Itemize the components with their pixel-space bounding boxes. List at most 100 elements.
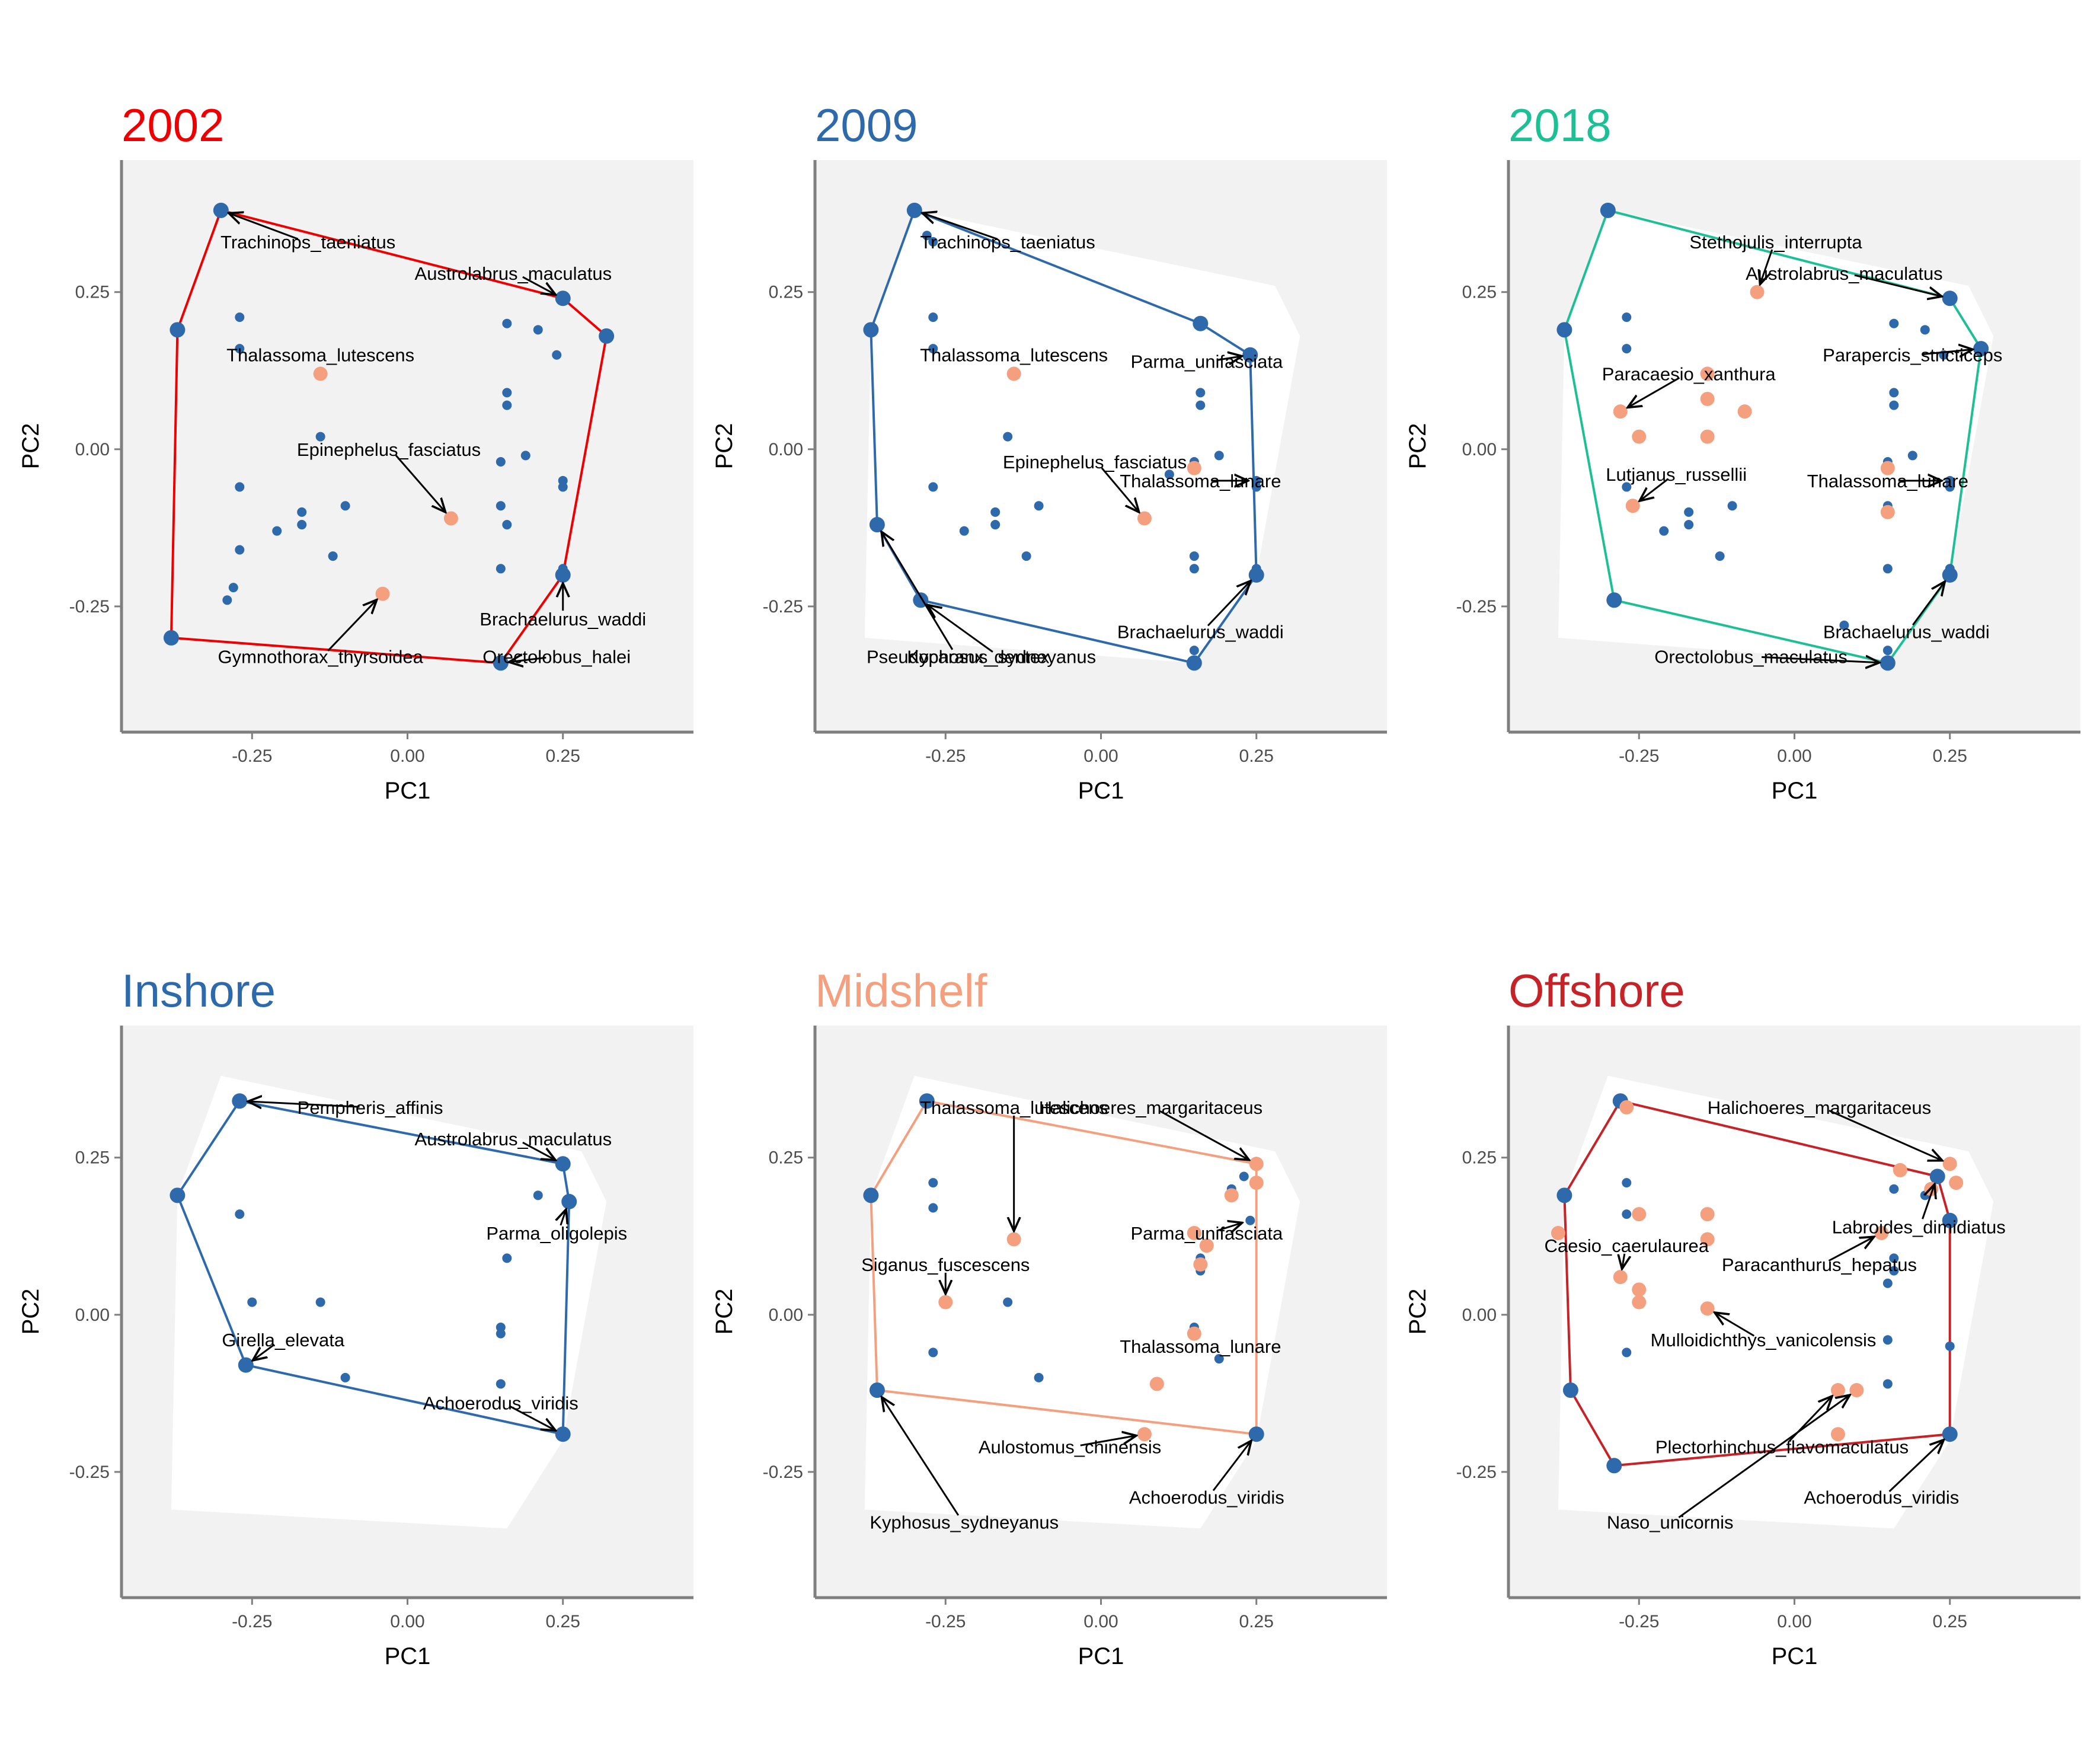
species-label-austrolabrus-maculatus: Austrolabrus_maculatus <box>1746 263 1943 284</box>
y-tick-label: 0.00 <box>75 1305 110 1325</box>
hull-vertex-point <box>863 1187 879 1203</box>
y-axis-label: PC2 <box>711 423 737 470</box>
annotation-arrow <box>561 1209 566 1226</box>
y-tick-label: 0.00 <box>769 1305 803 1325</box>
species-point <box>1164 470 1174 480</box>
species-label-paracanthurus-hepatus: Paracanthurus_hepatus <box>1722 1254 1917 1275</box>
species-label-thalassoma-lunare: Thalassoma_lunare <box>1120 471 1281 491</box>
species-point <box>1889 388 1899 398</box>
plot-background <box>122 160 693 732</box>
species-label-austrolabrus-maculatus: Austrolabrus_maculatus <box>415 263 612 284</box>
x-axis-label: PC1 <box>385 778 431 804</box>
species-point <box>1003 432 1013 442</box>
x-tick-label: 0.00 <box>1083 746 1118 766</box>
species-label-parma-unifasciata: Parma_unifasciata <box>1130 351 1283 372</box>
annotations: Trachinops_taeniatus Thalassoma_lutescens… <box>867 213 1284 668</box>
annotation-arrow <box>881 532 954 650</box>
x-tick-label: -0.25 <box>232 746 272 766</box>
highlight-species-point <box>1187 1326 1201 1341</box>
species-label-achoerodus-viridis: Achoerodus_viridis <box>1804 1487 1959 1508</box>
highlight-species-point <box>1737 404 1752 419</box>
species-point <box>1684 520 1694 530</box>
species-point <box>1245 1215 1255 1225</box>
overall-space-polygon <box>864 1075 1300 1529</box>
species-label-thalassoma-lutescens: Thalassoma_lutescens <box>226 345 414 366</box>
x-tick-label: 0.25 <box>1239 1612 1274 1631</box>
annotation-arrow <box>1217 356 1242 360</box>
species-point <box>928 344 938 354</box>
species-point <box>340 501 350 511</box>
species-point <box>928 1203 938 1213</box>
hull-vertex-point <box>232 1093 248 1109</box>
y-tick-label: -0.25 <box>69 1462 110 1482</box>
x-tick-label: 0.25 <box>1933 746 1967 766</box>
highlight-species-point <box>1224 1188 1239 1203</box>
species-point <box>1034 1372 1044 1382</box>
highlight-species-point <box>1137 511 1152 526</box>
species-point <box>558 482 568 492</box>
axes: -0.25 0.00 0.25 -0.25 0.00 0.25 PC1 PC2 <box>1405 160 2080 804</box>
annotation-arrow <box>1923 349 1973 354</box>
hull-vertex-point <box>869 517 885 533</box>
species-point <box>1684 507 1694 517</box>
species-label-epinephelus-fasciatus: Epinephelus_fasciatus <box>1003 452 1187 472</box>
species-label-pseudocaranx-dentex: Pseudocaranx_dentex <box>867 647 1050 668</box>
x-tick-label: -0.25 <box>925 1612 966 1631</box>
species-point <box>1945 482 1955 492</box>
species-point <box>235 344 245 354</box>
points <box>163 202 615 671</box>
species-label-gymnothorax-thyrsoidea: Gymnothorax_thyrsoidea <box>218 647 423 668</box>
annotation-arrow <box>522 1141 555 1160</box>
species-label-halichoeres-margaritaceus: Halichoeres_margaritaceus <box>1039 1097 1262 1118</box>
x-tick-label: 0.00 <box>390 1612 424 1631</box>
highlight-species-point <box>1880 461 1895 475</box>
annotation-arrow <box>1216 1223 1242 1231</box>
y-tick-label: 0.00 <box>75 440 110 459</box>
species-point <box>1251 564 1261 574</box>
species-label-epinephelus-fasciatus: Epinephelus_fasciatus <box>297 439 481 460</box>
annotation-arrow <box>1622 1253 1625 1269</box>
species-point <box>1715 551 1725 561</box>
convex-hull <box>170 209 608 665</box>
annotation-arrow <box>1207 581 1251 627</box>
annotation-arrow <box>248 1101 360 1107</box>
hull-vertex-point <box>1562 1382 1578 1398</box>
species-point <box>533 325 543 335</box>
highlight-species-point <box>1632 1295 1647 1310</box>
hull-vertex-point <box>1193 315 1209 331</box>
x-tick-label: -0.25 <box>232 1612 272 1631</box>
species-point <box>502 1253 512 1263</box>
x-tick-label: 0.25 <box>546 1612 580 1631</box>
hull-vertex-point <box>561 1193 577 1209</box>
hull-vertex-point <box>1556 1187 1572 1203</box>
annotation-arrow <box>1639 478 1669 501</box>
y-axis-label: PC2 <box>711 1289 737 1335</box>
panel-inshore: Inshore -0.25 0.00 0.25 -0.25 0.00 0.25 PC1 PC2 P… <box>18 965 693 1669</box>
species-label-kyphosus-sydneyanus: Kyphosus_sydneyanus <box>907 647 1096 668</box>
species-point <box>552 350 562 360</box>
species-point <box>1622 482 1632 492</box>
hull-vertex-point <box>1606 1458 1622 1474</box>
species-point <box>1882 1379 1893 1389</box>
species-point <box>1189 551 1199 561</box>
species-label-achoerodus-viridis: Achoerodus_viridis <box>423 1393 578 1413</box>
highlight-species-point <box>1750 285 1765 299</box>
x-axis-label: PC1 <box>1078 1643 1124 1669</box>
annotation-arrow <box>1854 274 1942 296</box>
species-point <box>502 400 512 410</box>
species-point <box>520 451 530 461</box>
species-point <box>297 507 307 517</box>
hull-vertex-point <box>238 1357 254 1373</box>
y-tick-label: 0.25 <box>769 1148 803 1168</box>
species-point <box>1882 564 1893 574</box>
annotation-arrow <box>1760 249 1773 285</box>
hull-vertex-point <box>599 328 615 344</box>
species-point <box>1622 1347 1632 1358</box>
species-label-brachaelurus-waddi: Brachaelurus_waddi <box>480 609 646 630</box>
highlight-species-point <box>313 366 328 381</box>
hull-vertex-point <box>1973 341 1989 357</box>
species-point <box>222 595 232 605</box>
species-point <box>990 507 1001 517</box>
panel-title: 2018 <box>1508 99 1612 151</box>
species-point <box>502 318 512 328</box>
